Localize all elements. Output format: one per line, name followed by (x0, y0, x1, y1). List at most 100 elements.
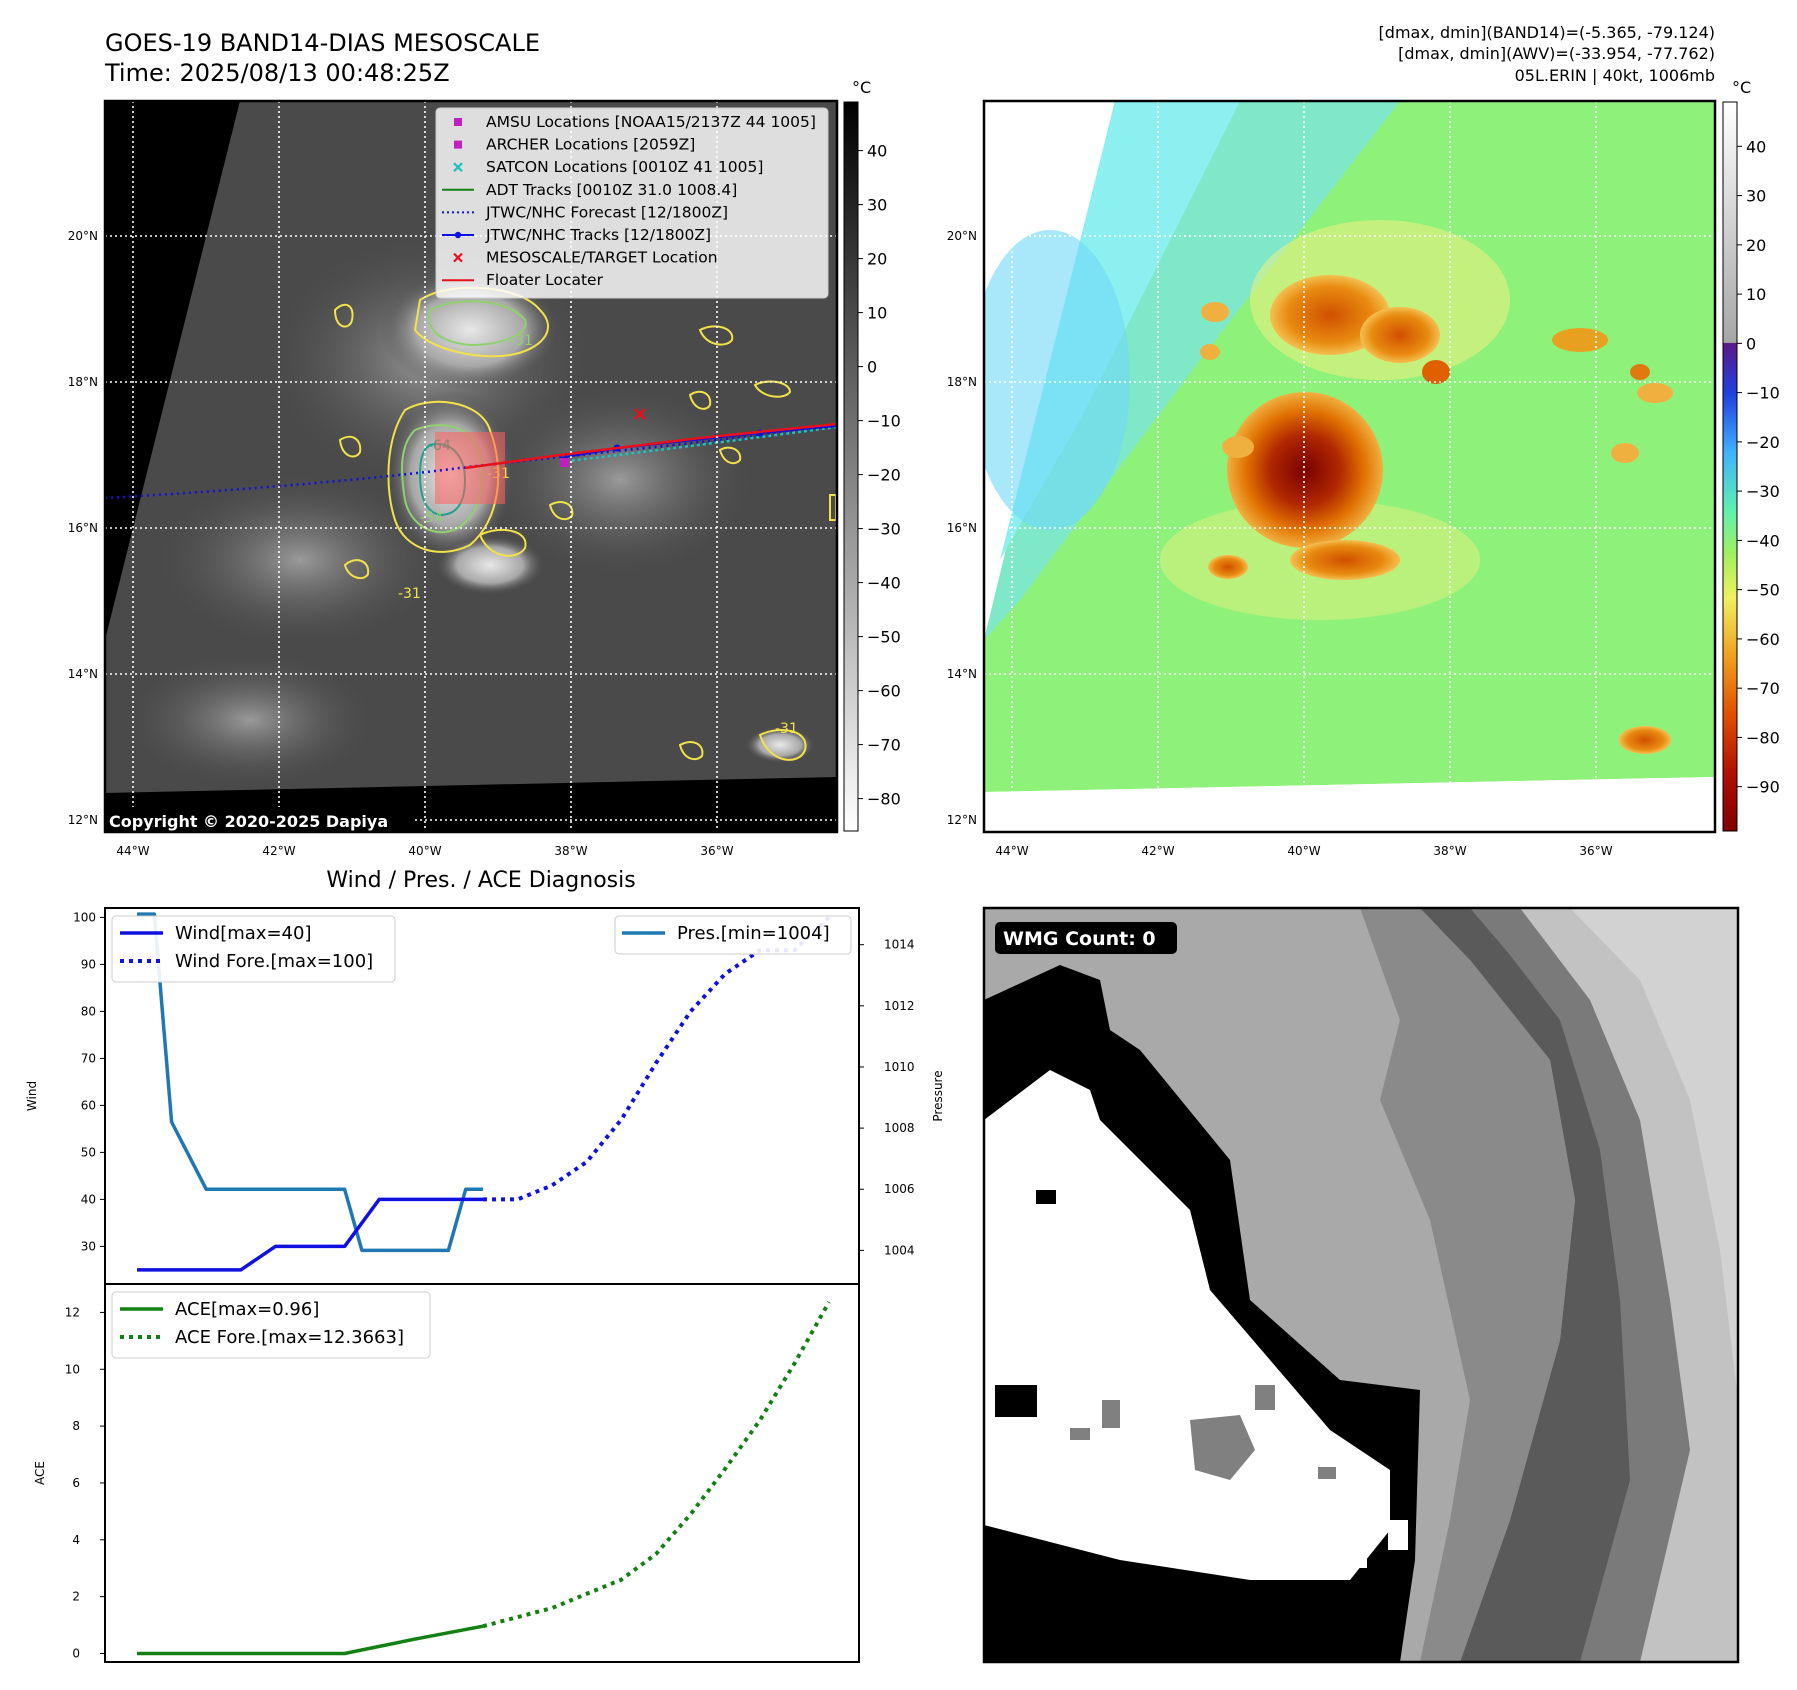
legend-label: JTWC/NHC Tracks [12/1800Z] (485, 226, 711, 244)
wind-forecast-line (483, 915, 831, 1202)
wind-ytick-label: 80 (81, 1004, 96, 1018)
ace-legend: ACE[max=0.96] ACE Fore.[max=12.3663] (111, 1291, 431, 1359)
pressure-ytick-label: 1012 (884, 999, 915, 1013)
wind-ytick-label: 30 (81, 1239, 96, 1253)
ace-axis-label: ACE (33, 1461, 47, 1485)
ace-ytick-label: 10 (65, 1362, 80, 1376)
colorbar-tick-label: 0 (1746, 334, 1756, 353)
pressure-ytick-label: 1006 (884, 1182, 915, 1196)
lon-label: 36°W (700, 844, 733, 858)
legend-label: JTWC/NHC Forecast [12/1800Z] (485, 203, 728, 221)
legend-entry: JTWC/NHC Forecast [12/1800Z] (442, 203, 728, 221)
wmg-gray-ridge (1360, 908, 1575, 1662)
diagnosis-panel: Wind / Pres. / ACE Diagnosis Wind Pressu… (25, 868, 945, 1663)
pressure-legend: Pres.[min=1004] (614, 915, 852, 955)
colorbar-tick-label: −50 (1746, 581, 1780, 600)
pressure-ytick-label: 1014 (884, 938, 915, 952)
legend-entry: AMSU Locations [NOAA15/2137Z 44 1005] (454, 113, 816, 131)
pressure-ytick-label: 1008 (884, 1121, 915, 1135)
colorbar-tick-label: −70 (1746, 679, 1780, 698)
lon-label: 44°W (116, 844, 149, 858)
pressure-ytick-label: 1004 (884, 1243, 915, 1257)
square-marker-icon (454, 140, 462, 149)
colorbar-tick-label: −20 (1746, 433, 1780, 452)
ace-legend-label: ACE[max=0.96] (175, 1299, 319, 1320)
colorbar-tick-label: −40 (1746, 531, 1780, 550)
awv-map-panel: 20°N 18°N 16°N 14°N 12°N 44°W 42°W 40°W … (947, 78, 1780, 858)
colorbar-tick-label: −30 (1746, 482, 1780, 501)
colorbar-tick-label: −20 (867, 466, 901, 485)
awv-map-frame (982, 99, 1717, 834)
lat-label: 16°N (947, 521, 977, 535)
awv-storm-core (1227, 392, 1383, 548)
lat-label: 20°N (68, 229, 98, 243)
wind-ytick-label: 100 (73, 910, 96, 924)
contour-label: -31 (775, 721, 798, 737)
colorbar-tick-label: −60 (1746, 630, 1780, 649)
legend-label: AMSU Locations [NOAA15/2137Z 44 1005] (486, 113, 816, 131)
colorbar-tick-label: −90 (1746, 778, 1780, 797)
wind-ytick-label: 70 (81, 1051, 96, 1065)
x-marker-icon (453, 252, 463, 263)
stats-awv: [dmax, dmin](AWV)=(-33.954, -77.762) (1398, 44, 1715, 63)
ir-cloud-north (380, 270, 560, 390)
wind-ytick-label: 90 (81, 957, 96, 971)
colorbar-tick-label: −80 (867, 790, 901, 809)
diagnosis-title: Wind / Pres. / ACE Diagnosis (326, 868, 635, 893)
ace-fore-legend-label: ACE Fore.[max=12.3663] (175, 1327, 404, 1348)
lat-label: 14°N (68, 667, 98, 681)
ace-line (137, 1624, 484, 1656)
jtwc-track (559, 425, 837, 459)
ir-map-panel: -31 -64 -54 -31 -31 -31 (68, 78, 901, 858)
legend-entry: ADT Tracks [0010Z 31.0 1008.4] (442, 181, 737, 199)
colorbar-tick-label: −40 (867, 574, 901, 593)
pressure-line (137, 912, 483, 1253)
colorbar-tick-label: −30 (867, 520, 901, 539)
ir-legend: AMSU Locations [NOAA15/2137Z 44 1005] ARC… (435, 107, 829, 299)
wind-ytick-label: 40 (81, 1192, 96, 1206)
wmg-frame (982, 906, 1740, 1664)
lon-label: 42°W (262, 844, 295, 858)
lat-label: 14°N (947, 667, 977, 681)
lon-label: 44°W (995, 844, 1028, 858)
legend-entry: SATCON Locations [0010Z 41 1005] (453, 158, 763, 176)
lat-label: 12°N (68, 813, 98, 827)
lat-label: 20°N (947, 229, 977, 243)
lon-label: 36°W (1579, 844, 1612, 858)
wind-axis-label: Wind (25, 1081, 39, 1111)
colorbar-tick-label: −50 (867, 628, 901, 647)
lat-label: 18°N (947, 375, 977, 389)
colorbar-tick-label: 20 (1746, 236, 1766, 255)
legend-label: ADT Tracks [0010Z 31.0 1008.4] (486, 181, 737, 199)
square-marker-icon (454, 118, 462, 126)
colorbar-tick-label: −10 (867, 412, 901, 431)
gray-colorbar (843, 101, 859, 832)
x-marker-icon (453, 162, 463, 172)
pressure-axis-label: Pressure (931, 1070, 945, 1121)
wind-ytick-label: 60 (81, 1098, 96, 1112)
lon-label: 40°W (1287, 844, 1320, 858)
line-dot-icon (442, 231, 474, 239)
colorbar-tick-label: 0 (867, 358, 877, 377)
legend-entry: ARCHER Locations [2059Z] (454, 136, 695, 154)
lon-label: 42°W (1141, 844, 1174, 858)
legend-entry: JTWC/NHC Tracks [12/1800Z] (442, 226, 711, 244)
awv-gridlines (984, 101, 1715, 832)
lat-label: 16°N (68, 521, 98, 535)
legend-label: ARCHER Locations [2059Z] (486, 136, 695, 154)
colorbar-tick-label: 40 (1746, 137, 1766, 156)
colorbar-tick-label: −80 (1746, 728, 1780, 747)
colorbar-tick-label: −70 (867, 736, 901, 755)
ir-map-frame (103, 99, 839, 834)
wind-legend: Wind[max=40] Wind Fore.[max=100] (111, 915, 396, 983)
legend-label: SATCON Locations [0010Z 41 1005] (486, 158, 763, 176)
ace-ytick-label: 0 (72, 1646, 80, 1660)
legend-label: Floater Locater (486, 271, 604, 289)
colorbar-tick-label: 30 (867, 196, 887, 215)
colorbar-tick-label: 10 (867, 304, 887, 323)
lat-label: 12°N (947, 813, 977, 827)
color-colorbar (1722, 101, 1738, 832)
figure-title: GOES-19 BAND14-DIAS MESOSCALE (105, 29, 540, 57)
lon-label: 40°W (408, 844, 441, 858)
